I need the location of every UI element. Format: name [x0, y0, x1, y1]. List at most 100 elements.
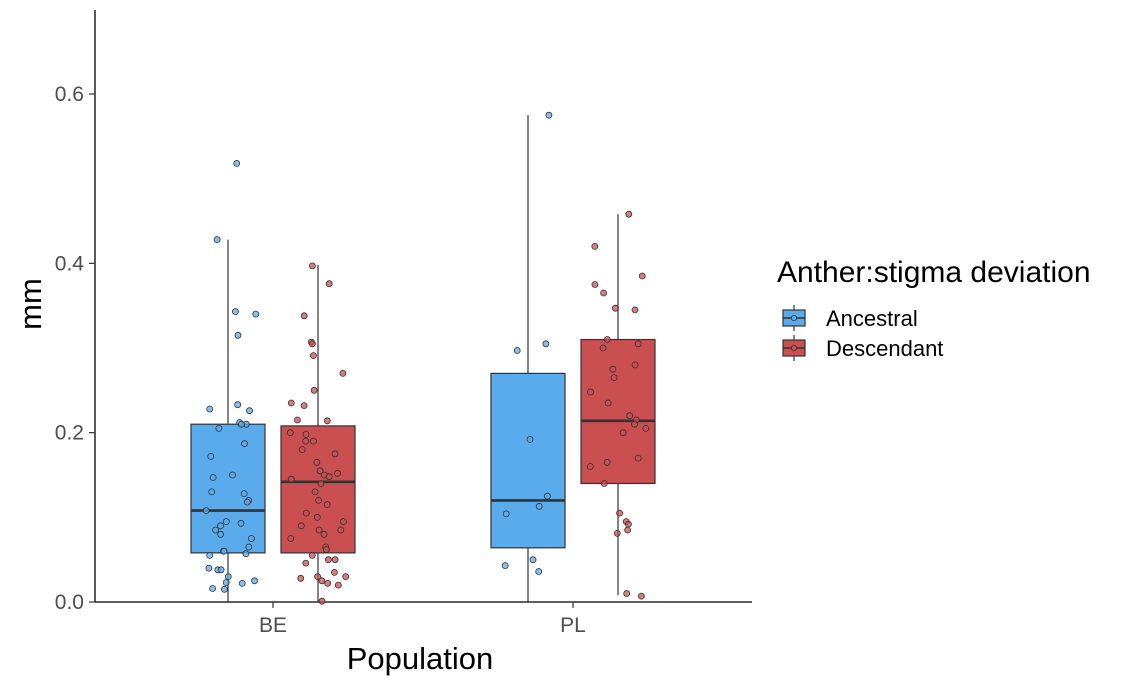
data-point: [610, 374, 618, 382]
data-point: [603, 458, 611, 466]
data-point: [222, 518, 230, 525]
data-point: [631, 420, 638, 428]
data-point: [310, 386, 318, 394]
legend: Anther:stigma deviation Ancestral Descend…: [777, 256, 1091, 361]
x-tick-label: BE: [259, 614, 287, 637]
data-point: [529, 556, 537, 564]
data-point: [237, 420, 245, 428]
data-point: [526, 435, 534, 443]
data-point: [217, 530, 225, 538]
data-point: [323, 501, 331, 509]
data-point: [315, 526, 323, 534]
box-ancestral-be: [190, 239, 266, 602]
data-point: [243, 498, 251, 506]
data-point: [209, 474, 217, 481]
box-rect: [490, 372, 566, 549]
data-point: [237, 519, 245, 527]
data-point: [309, 352, 317, 360]
data-point: [202, 507, 210, 515]
data-point: [238, 580, 246, 587]
data-point: [311, 488, 319, 496]
data-point: [612, 304, 619, 312]
data-point: [229, 471, 236, 479]
data-point: [325, 280, 333, 288]
data-point: [247, 535, 255, 542]
x-axis-ticks: BE PL: [259, 602, 586, 637]
data-point: [631, 306, 639, 314]
data-point: [331, 450, 339, 458]
box-rect: [580, 338, 656, 485]
data-point: [302, 437, 310, 445]
x-axis-title: Population: [347, 641, 494, 676]
data-point: [634, 340, 642, 348]
data-point: [206, 552, 214, 559]
data-point: [339, 369, 347, 377]
data-point: [302, 509, 310, 517]
data-point: [318, 597, 326, 605]
data-point: [318, 577, 326, 585]
data-point: [251, 577, 258, 585]
box-rect: [280, 425, 356, 554]
data-point: [315, 496, 323, 504]
data-point: [324, 556, 332, 564]
data-point: [631, 361, 639, 369]
y-tick-label: 0.6: [55, 83, 84, 106]
data-point: [623, 590, 631, 597]
data-point: [342, 573, 350, 580]
data-point: [638, 272, 646, 280]
data-point: [287, 399, 295, 407]
data-point: [501, 562, 509, 569]
data-point: [625, 520, 632, 528]
data-point: [314, 573, 322, 580]
box-layer: [190, 115, 656, 602]
data-point: [609, 365, 617, 373]
legend-label: Ancestral: [826, 306, 918, 331]
x-tick-label: PL: [560, 614, 586, 637]
data-point: [298, 446, 306, 454]
data-point: [604, 399, 612, 407]
data-point: [287, 535, 295, 542]
data-point: [217, 522, 224, 530]
y-tick-label: 0.0: [55, 591, 84, 614]
data-point: [591, 242, 599, 250]
data-point: [286, 429, 294, 437]
data-point: [207, 452, 215, 460]
data-point: [330, 569, 338, 576]
box-ancestral-pl: [490, 115, 566, 602]
data-point: [205, 564, 213, 572]
data-point: [613, 530, 621, 537]
data-point: [331, 556, 339, 564]
data-point: [535, 568, 543, 575]
data-point: [634, 454, 642, 462]
data-point: [308, 262, 316, 270]
legend-item-ancestral: Ancestral: [782, 305, 918, 331]
data-point: [591, 281, 599, 288]
data-point: [309, 437, 317, 445]
data-point: [626, 412, 634, 420]
y-tick-label: 0.4: [55, 252, 85, 275]
data-point: [642, 424, 650, 432]
data-point: [293, 416, 301, 424]
data-point: [542, 340, 550, 348]
data-point: [206, 405, 214, 413]
data-point: [302, 430, 310, 438]
data-point: [220, 585, 228, 593]
data-point: [544, 492, 551, 500]
data-point: [300, 312, 308, 320]
data-point: [220, 547, 228, 555]
y-axis-title: mm: [13, 278, 48, 330]
data-point: [600, 480, 608, 487]
data-point: [224, 573, 232, 580]
box-descendant-pl: [580, 214, 656, 596]
data-point: [252, 310, 260, 318]
data-point: [638, 592, 645, 600]
data-point: [240, 490, 248, 498]
legend-key-point: [791, 344, 798, 351]
data-point: [208, 488, 216, 496]
data-point: [217, 566, 225, 574]
data-point: [325, 473, 333, 481]
data-point: [231, 308, 239, 316]
points-layer: [202, 111, 650, 605]
legend-key-point: [791, 314, 798, 321]
